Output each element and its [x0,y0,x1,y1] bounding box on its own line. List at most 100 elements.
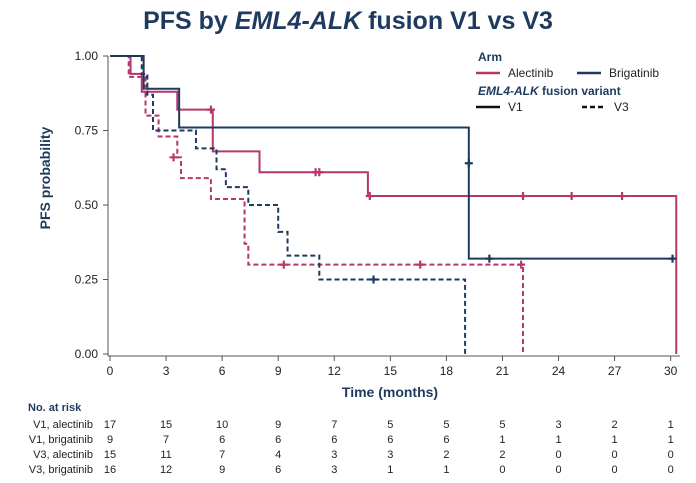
risk-row-label: V3, alectinib [33,449,93,461]
chart-title-prefix: PFS by [143,7,235,35]
km-curve-v1-brigatinib [110,55,677,260]
risk-count: 15 [104,449,116,461]
censor-mark [416,260,425,269]
risk-count: 1 [387,464,393,476]
censor-mark [365,192,374,201]
risk-count: 7 [331,419,337,431]
x-tick-label: 27 [608,364,622,378]
censor-mark [485,254,494,263]
km-curve-v3-brigatinib [110,55,467,354]
risk-count: 0 [612,464,618,476]
risk-count: 0 [668,449,674,461]
censor-mark [618,192,627,201]
risk-count: 1 [555,434,561,446]
risk-count: 12 [160,464,172,476]
censor-marks [169,105,677,284]
risk-count: 2 [612,419,618,431]
risk-count: 3 [555,419,561,431]
censor-mark [567,192,576,201]
risk-count: 9 [219,464,225,476]
censor-mark [519,192,528,201]
y-tick-label: 0.00 [75,347,99,361]
risk-count: 11 [160,449,171,461]
legend-variant-heading: EML4-ALK fusion variant [478,84,621,98]
x-tick-label: 18 [440,364,454,378]
risk-count: 0 [555,464,561,476]
risk-count: 6 [331,434,337,446]
risk-count: 7 [163,434,169,446]
risk-count: 1 [443,464,449,476]
y-tick-label: 1.00 [75,49,99,63]
risk-count: 4 [275,449,281,461]
risk-count: 5 [499,419,505,431]
legend: Arm Alectinib Brigatinib EML4-ALK fusion… [476,50,659,114]
censor-mark [315,168,324,177]
risk-count: 2 [443,449,449,461]
risk-row-label: V1, brigatinib [29,434,93,446]
risk-count: 6 [275,464,281,476]
chart-title-suffix: fusion V1 vs V3 [361,7,553,35]
x-tick-label: 12 [328,364,342,378]
censor-mark [517,260,526,269]
risk-count: 16 [104,464,116,476]
risk-count: 3 [331,449,337,461]
risk-count: 0 [612,449,618,461]
risk-row-label: V3, brigatinib [29,464,93,476]
risk-count: 17 [104,419,116,431]
risk-count: 10 [216,419,228,431]
risk-count: 5 [387,419,393,431]
y-axis-title: PFS probability [37,126,53,229]
x-tick-label: 15 [384,364,398,378]
risk-count: 1 [612,434,618,446]
legend-variant-gene: EML4-ALK [478,84,540,98]
risk-count: 2 [499,449,505,461]
risk-count: 6 [275,434,281,446]
censor-mark [668,254,677,263]
x-tick-label: 0 [107,364,114,378]
risk-count: 5 [443,419,449,431]
legend-brigatinib-label: Brigatinib [609,66,659,80]
risk-count: 9 [107,434,113,446]
risk-table: No. at risk V1, alectinib 17 15 10 9 7 5 5 5 3 2 1V… [28,402,674,476]
risk-count: 0 [499,464,505,476]
risk-count: 15 [160,419,172,431]
km-curve-v1-alectinib [110,55,678,354]
x-tick-label: 21 [496,364,510,378]
x-tick-label: 6 [219,364,226,378]
risk-count: 0 [668,464,674,476]
risk-table-heading: No. at risk [28,402,82,414]
chart-title-gene: EML4-ALK [235,7,363,35]
km-curve-v3-alectinib [110,55,525,354]
x-axis-title: Time (months) [342,384,438,400]
risk-count: 0 [555,449,561,461]
chart-title: PFS by EML4-ALK fusion V1 vs V3 [143,7,553,35]
censor-mark [279,260,288,269]
risk-row-label: V1, alectinib [33,419,93,431]
legend-v1-label: V1 [508,100,523,114]
censor-mark [169,153,178,162]
legend-v3-label: V3 [614,100,629,114]
y-tick-label: 0.75 [75,124,99,138]
risk-count: 1 [668,419,674,431]
y-tick-label: 0.50 [75,198,99,212]
legend-variant-suffix: fusion variant [539,84,621,98]
risk-count: 6 [219,434,225,446]
risk-count: 1 [499,434,505,446]
censor-mark [206,105,215,114]
risk-count: 6 [443,434,449,446]
risk-count: 7 [219,449,225,461]
x-tick-label: 3 [163,364,170,378]
x-tick-label: 30 [664,364,678,378]
survival-curves [110,55,678,354]
legend-arm-heading: Arm [478,50,502,64]
risk-count: 1 [668,434,674,446]
risk-count: 6 [387,434,393,446]
y-tick-label: 0.25 [75,273,99,287]
x-tick-label: 9 [275,364,282,378]
axes: 0.00 0.25 0.50 0.75 1.00 0 3 6 9 12 15 18 21 24 27 30 [75,49,680,378]
risk-count: 9 [275,419,281,431]
legend-alectinib-label: Alectinib [508,66,554,80]
censor-mark [369,275,378,284]
x-tick-label: 24 [552,364,566,378]
